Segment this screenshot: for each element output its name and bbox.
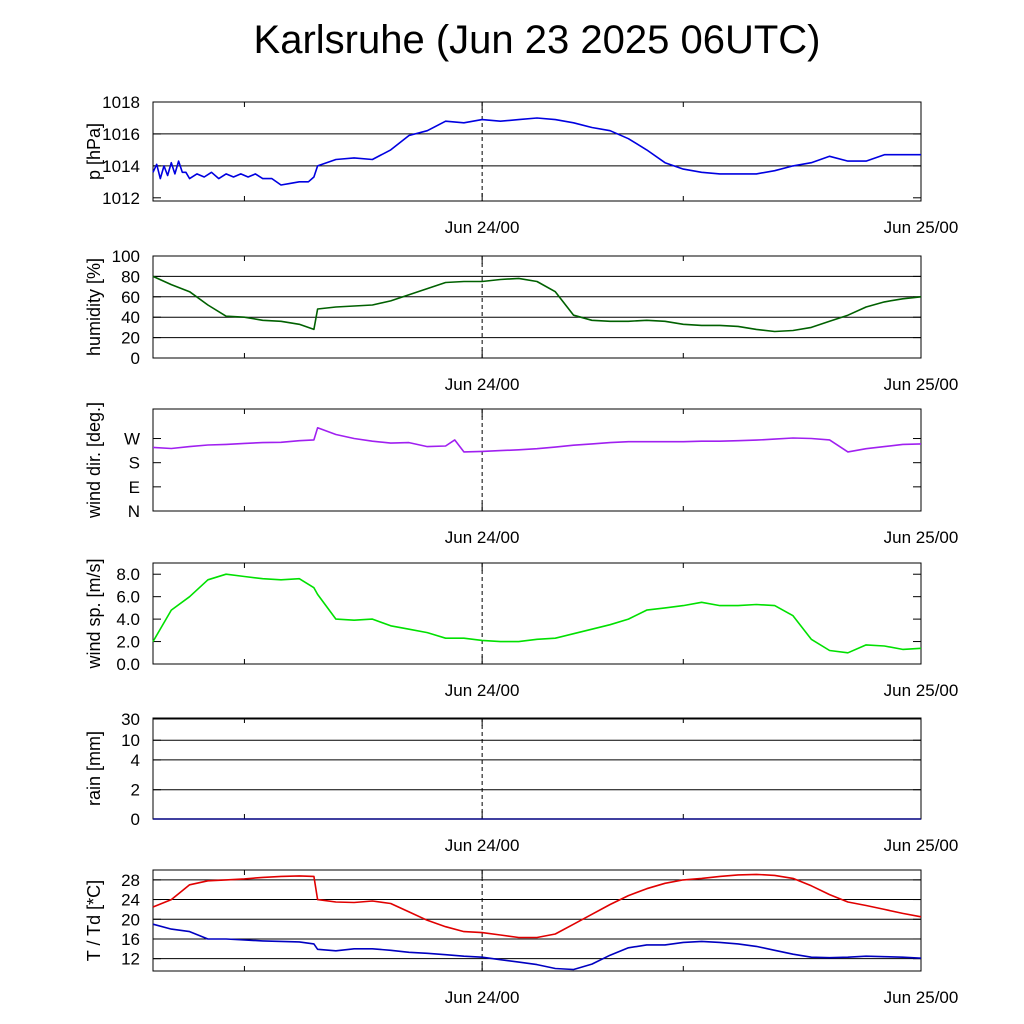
rain-y-tick-label: 10	[121, 731, 140, 750]
humidity-series-line-0	[152, 275, 922, 333]
wind_speed-frame	[152, 562, 922, 665]
temperature-y-tick-label: 20	[121, 910, 140, 929]
rain-y-tick-label: 0	[131, 810, 140, 829]
rain-frame	[152, 717, 922, 820]
temperature-y-tick-label: 28	[121, 871, 140, 890]
humidity-y-tick-label: 40	[121, 308, 140, 327]
humidity-y-tick-label: 0	[131, 349, 140, 368]
temperature-series-line-0	[152, 873, 922, 939]
humidity-y-tick-label: 80	[121, 267, 140, 286]
humidity-y-tick-label: 60	[121, 288, 140, 307]
temperature-frame	[152, 869, 922, 972]
wind_direction-x-tick-label: Jun 24/00	[445, 528, 520, 547]
humidity-x-tick-label: Jun 25/00	[884, 375, 959, 394]
pressure-y-axis-label: p [hPa]	[84, 123, 104, 180]
wind_direction-y-tick-label: S	[129, 454, 140, 473]
temperature-y-tick-label: 16	[121, 930, 140, 949]
humidity-y-tick-label: 100	[112, 247, 140, 266]
wind_speed-y-tick-label: 2.0	[116, 633, 140, 652]
pressure-x-tick-label: Jun 24/00	[445, 218, 520, 237]
wind_direction-series-line-0	[152, 426, 922, 453]
humidity-y-tick-label: 20	[121, 329, 140, 348]
pressure-y-tick-label: 1016	[102, 125, 140, 144]
pressure-y-tick-label: 1014	[102, 157, 140, 176]
wind_speed-y-tick-label: 6.0	[116, 588, 140, 607]
wind_direction-y-tick-label: E	[129, 478, 140, 497]
rain-y-axis-label: rain [mm]	[84, 731, 104, 806]
temperature-x-tick-label: Jun 25/00	[884, 988, 959, 1007]
wind_speed-series-line-0	[152, 573, 922, 654]
wind_speed-x-tick-label: Jun 24/00	[445, 681, 520, 700]
temperature-series-line-1	[152, 923, 922, 971]
wind_direction-y-tick-label: W	[124, 430, 140, 449]
humidity-x-tick-label: Jun 24/00	[445, 375, 520, 394]
chart-title: Karlsruhe (Jun 23 2025 06UTC)	[253, 18, 821, 62]
rain-y-tick-label: 2	[131, 781, 140, 800]
humidity-frame	[152, 255, 922, 359]
rain-y-tick-label: 4	[131, 751, 140, 770]
wind_speed-y-axis-label: wind sp. [m/s]	[84, 558, 104, 669]
pressure-y-tick-label: 1018	[102, 93, 140, 112]
temperature-x-tick-label: Jun 24/00	[445, 988, 520, 1007]
temperature-y-tick-label: 12	[121, 950, 140, 969]
wind_direction-y-tick-label: N	[128, 502, 140, 521]
pressure-x-tick-label: Jun 25/00	[884, 218, 959, 237]
pressure-series-line-0	[152, 117, 921, 186]
rain-x-tick-label: Jun 24/00	[445, 836, 520, 855]
pressure-y-tick-label: 1012	[102, 189, 140, 208]
temperature-y-tick-label: 24	[121, 891, 140, 910]
temperature-y-axis-label: T / Td [*C]	[84, 880, 104, 961]
wind_speed-y-tick-label: 8.0	[116, 565, 140, 584]
rain-x-tick-label: Jun 25/00	[884, 836, 959, 855]
wind_direction-frame	[152, 408, 922, 512]
wind_speed-y-tick-label: 0.0	[116, 655, 140, 674]
pressure-frame	[152, 101, 922, 202]
wind_direction-y-axis-label: wind dir. [deg.]	[84, 402, 104, 519]
rain-y-tick-label: 30	[121, 710, 140, 729]
humidity-y-axis-label: humidity [%]	[84, 258, 104, 356]
wind_speed-y-tick-label: 4.0	[116, 610, 140, 629]
wind_speed-x-tick-label: Jun 25/00	[884, 681, 959, 700]
wind_direction-x-tick-label: Jun 25/00	[884, 528, 959, 547]
